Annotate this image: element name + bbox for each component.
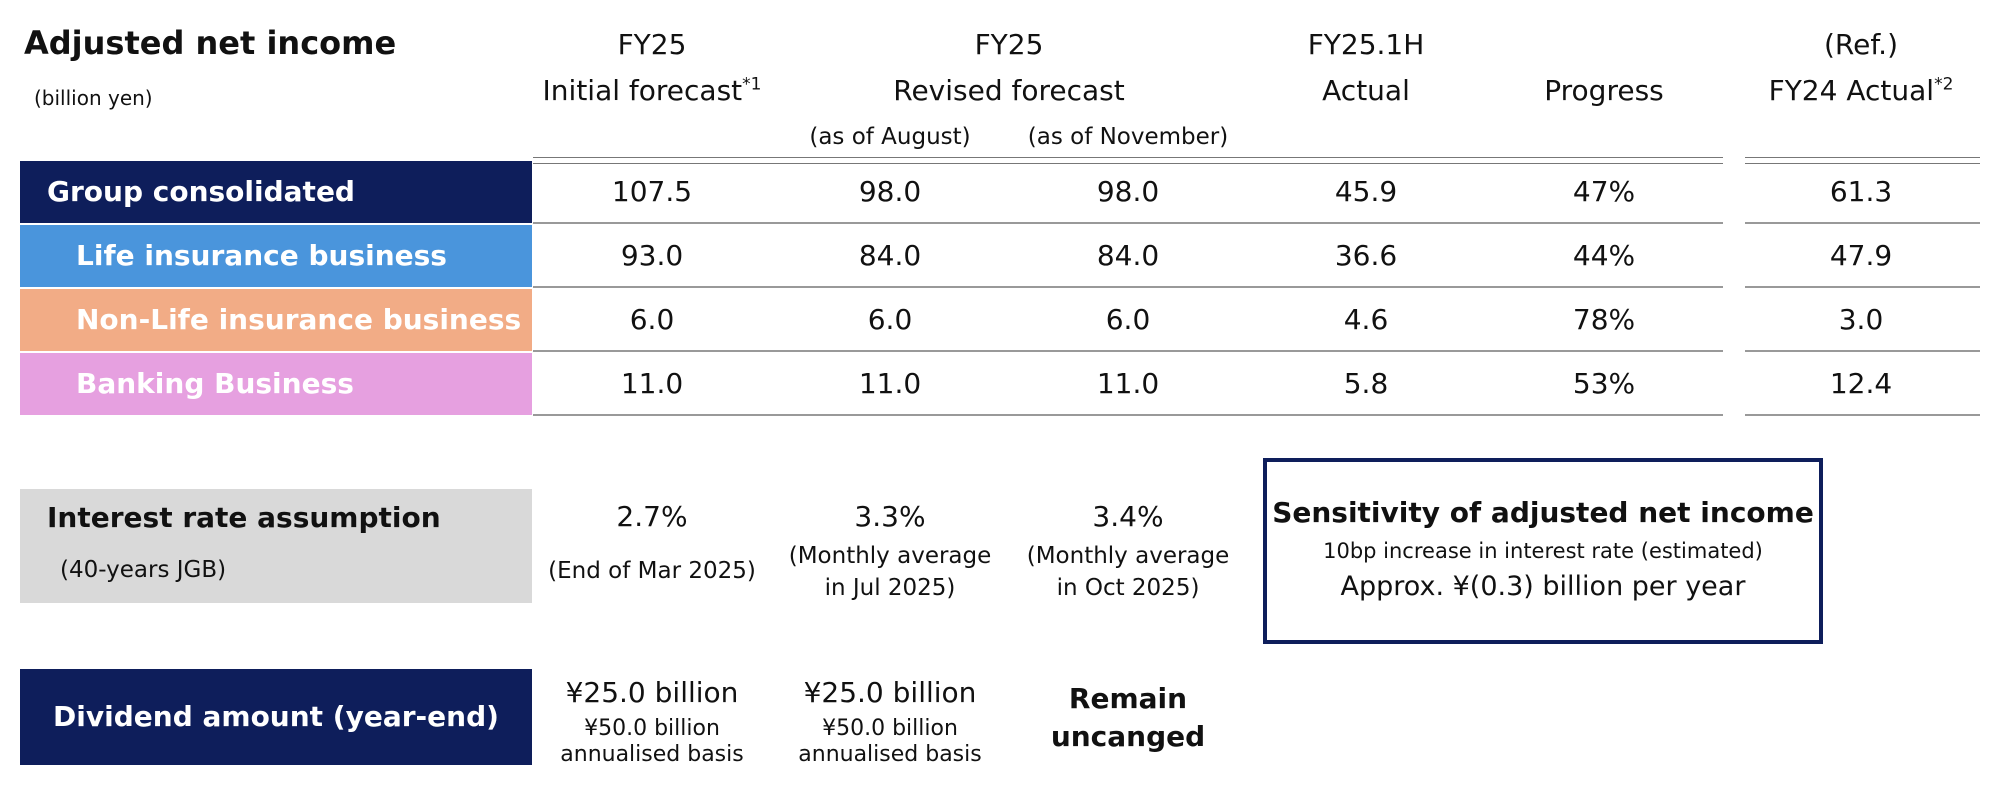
cell-initial: 107.5 xyxy=(611,175,693,208)
col-fy24-title: FY24 Actual*2 xyxy=(1768,74,1954,107)
sensitivity-line1: 10bp increase in interest rate (estimate… xyxy=(1323,539,1763,563)
row-divider xyxy=(1745,350,1980,352)
interest-note-nov-1: (Monthly average xyxy=(1026,543,1230,569)
cell-progress: 53% xyxy=(1572,367,1636,400)
row-divider xyxy=(533,222,1723,224)
row-label-nonlife: Non-Life insurance business xyxy=(20,289,532,351)
dividend-aug-main: ¥25.0 billion xyxy=(803,676,977,709)
cell-progress: 47% xyxy=(1572,175,1636,208)
cell-revised-aug: 6.0 xyxy=(867,303,913,336)
header-rule xyxy=(533,157,1723,164)
header-rule-ref xyxy=(1745,157,1980,164)
dividend-nov-line1: Remain xyxy=(1068,682,1188,715)
interest-note-nov-2: in Oct 2025) xyxy=(1056,575,1200,601)
dividend-initial-main: ¥25.0 billion xyxy=(565,676,739,709)
cell-revised-aug: 84.0 xyxy=(858,239,922,272)
sensitivity-box: Sensitivity of adjusted net income 10bp … xyxy=(1263,458,1823,644)
cell-revised-nov: 98.0 xyxy=(1096,175,1160,208)
cell-revised-aug: 98.0 xyxy=(858,175,922,208)
interest-rate-aug: 3.3% xyxy=(854,500,926,533)
sensitivity-line2: Approx. ¥(0.3) billion per year xyxy=(1340,571,1746,602)
cell-progress: 44% xyxy=(1572,239,1636,272)
cell-fy24: 3.0 xyxy=(1838,303,1884,336)
cell-fy24: 61.3 xyxy=(1829,175,1893,208)
footnote-1: *1 xyxy=(742,74,762,95)
dividend-aug-sub1: ¥50.0 billion xyxy=(822,716,958,741)
col-initial-title: Initial forecast*1 xyxy=(542,74,762,107)
cell-fy24: 47.9 xyxy=(1829,239,1893,272)
interest-label: Interest rate assumption xyxy=(47,501,441,534)
row-divider xyxy=(533,286,1723,288)
interest-rate-initial: 2.7% xyxy=(616,500,688,533)
row-label-banking: Banking Business xyxy=(20,353,532,415)
col-ref-label: (Ref.) xyxy=(1824,28,1898,61)
row-divider xyxy=(1745,414,1980,416)
cell-progress: 78% xyxy=(1572,303,1636,336)
dividend-aug-sub2: annualised basis xyxy=(798,742,982,767)
table-title: Adjusted net income xyxy=(24,24,397,62)
unit-label: (billion yen) xyxy=(34,86,153,110)
col-revised-title: Revised forecast xyxy=(893,74,1125,107)
row-divider xyxy=(533,414,1723,416)
col-revised-aug: (as of August) xyxy=(809,124,971,150)
interest-note-aug-1: (Monthly average xyxy=(788,543,992,569)
col-revised-year: FY25 xyxy=(974,28,1044,61)
row-divider xyxy=(1745,286,1980,288)
dividend-initial-sub2: annualised basis xyxy=(560,742,744,767)
interest-sublabel: (40-years JGB) xyxy=(60,557,227,583)
col-initial-year: FY25 xyxy=(617,28,687,61)
dividend-nov-line2: uncanged xyxy=(1050,720,1206,753)
col-revised-nov: (as of November) xyxy=(1027,124,1229,150)
row-divider xyxy=(1745,222,1980,224)
col-actual-period: FY25.1H xyxy=(1307,28,1425,61)
cell-initial: 93.0 xyxy=(620,239,684,272)
cell-initial: 6.0 xyxy=(629,303,675,336)
cell-actual: 5.8 xyxy=(1343,367,1389,400)
interest-rate-nov: 3.4% xyxy=(1092,500,1164,533)
dividend-initial-sub1: ¥50.0 billion xyxy=(584,716,720,741)
interest-label-box: Interest rate assumption (40-years JGB) xyxy=(20,489,532,603)
col-progress-title: Progress xyxy=(1544,74,1664,107)
cell-revised-nov: 11.0 xyxy=(1096,367,1160,400)
cell-initial: 11.0 xyxy=(620,367,684,400)
row-label-group: Group consolidated xyxy=(20,161,532,223)
cell-revised-nov: 6.0 xyxy=(1105,303,1151,336)
dividend-label: Dividend amount (year-end) xyxy=(20,669,532,765)
cell-fy24: 12.4 xyxy=(1829,367,1893,400)
cell-revised-nov: 84.0 xyxy=(1096,239,1160,272)
row-label-life: Life insurance business xyxy=(20,225,532,287)
cell-actual: 45.9 xyxy=(1334,175,1398,208)
footnote-2: *2 xyxy=(1934,74,1954,95)
cell-revised-aug: 11.0 xyxy=(858,367,922,400)
interest-note-initial: (End of Mar 2025) xyxy=(548,558,756,584)
sensitivity-title: Sensitivity of adjusted net income xyxy=(1272,496,1814,529)
cell-actual: 36.6 xyxy=(1334,239,1398,272)
row-divider xyxy=(533,350,1723,352)
interest-note-aug-2: in Jul 2025) xyxy=(824,575,956,601)
cell-actual: 4.6 xyxy=(1343,303,1389,336)
col-actual-title: Actual xyxy=(1322,74,1410,107)
